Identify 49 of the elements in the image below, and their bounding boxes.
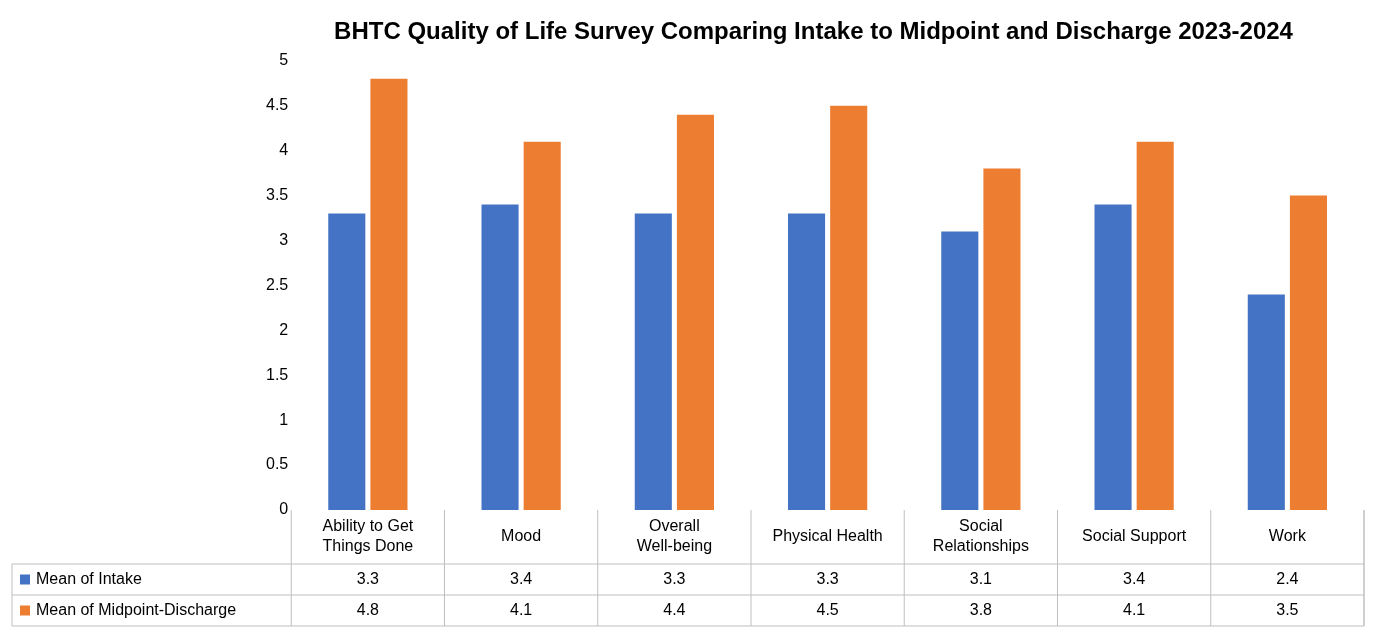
bar: [676, 114, 714, 510]
data-label: 4.4: [663, 600, 686, 618]
data-label: 4.5: [816, 600, 839, 618]
y-tick-label: 5: [279, 51, 289, 69]
y-tick-label: 4.5: [265, 96, 289, 114]
data-label: 4.1: [1123, 600, 1146, 618]
data-label: 3.3: [816, 569, 839, 587]
bar: [941, 231, 979, 510]
y-tick-label: 2: [279, 320, 289, 338]
bar: [1289, 195, 1327, 510]
y-tick-label: 2.5: [265, 275, 289, 293]
bar: [1136, 141, 1174, 510]
y-tick-label: 3.5: [265, 185, 289, 203]
data-label: 3.4: [509, 569, 533, 587]
bar: [788, 213, 826, 510]
bar: [328, 213, 366, 510]
y-tick-label: 1: [279, 410, 289, 428]
bar: [830, 105, 868, 510]
x-tick-label: Social Support: [1082, 527, 1187, 545]
chart-title: BHTC Quality of Life Survey Comparing Intake to Midpoint and Discharge 2023-2024: [334, 17, 1294, 45]
data-label: 3.5: [1276, 600, 1299, 618]
bar: [1247, 294, 1285, 510]
bar: [370, 78, 408, 510]
data-label: 4.1: [509, 600, 533, 618]
bar: [634, 213, 672, 510]
data-label: 2.4: [1276, 569, 1299, 587]
data-label: 3.3: [663, 569, 686, 587]
data-label: 3.8: [969, 600, 993, 618]
data-label: 3.3: [356, 569, 380, 587]
data-label: 3.4: [1123, 569, 1146, 587]
bar: [1094, 204, 1132, 510]
x-tick-label: Ability to Get Things Done: [322, 517, 414, 555]
bar: [481, 204, 519, 510]
x-tick-label: Work: [1268, 527, 1307, 545]
y-tick-label: 4: [279, 141, 289, 159]
y-tick-label: 1.5: [265, 365, 289, 383]
x-tick-label: Social Relationships: [932, 517, 1029, 555]
legend-label: Mean of Intake: [36, 569, 142, 587]
x-tick-label: Physical Health: [772, 527, 883, 545]
bar: [523, 141, 561, 510]
y-tick-label: 0.5: [265, 455, 289, 473]
data-label: 4.8: [356, 600, 380, 618]
y-tick-label: 0: [279, 500, 289, 518]
legend-label: Mean of Midpoint-Discharge: [36, 600, 237, 618]
bar: [983, 168, 1021, 510]
data-label: 3.1: [969, 569, 993, 587]
x-tick-label: Overall Well-being: [636, 517, 713, 555]
x-tick-label: Mood: [501, 527, 542, 545]
y-tick-label: 3: [279, 230, 289, 248]
